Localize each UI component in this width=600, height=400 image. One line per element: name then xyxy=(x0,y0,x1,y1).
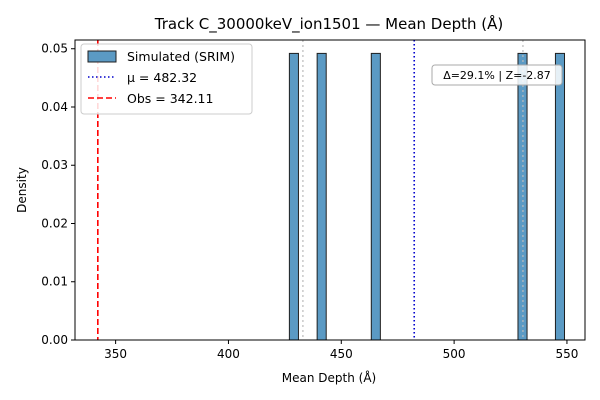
axes-frame xyxy=(74,39,586,341)
histogram-bar xyxy=(288,52,299,341)
y-tick-label: 0.02 xyxy=(41,216,68,230)
legend-label-mean: μ = 482.32 xyxy=(127,70,197,85)
histogram-bar xyxy=(370,52,381,341)
x-tick-label: 350 xyxy=(104,347,127,361)
legend-label-simulated: Simulated (SRIM) xyxy=(127,49,235,64)
legend: Simulated (SRIM) μ = 482.32 Obs = 342.11 xyxy=(80,43,253,115)
x-tick-label: 550 xyxy=(555,347,578,361)
x-axis-label: Mean Depth (Å) xyxy=(282,370,376,385)
y-tick-label: 0.00 xyxy=(41,333,68,347)
y-tick-label: 0.04 xyxy=(41,100,68,114)
x-tick-label: 400 xyxy=(217,347,240,361)
chart-title: Track C_30000keV_ion1501 — Mean Depth (Å… xyxy=(154,14,503,34)
y-axis-label: Density xyxy=(15,167,29,213)
legend-swatch-simulated xyxy=(87,50,117,63)
y-tick-label: 0.03 xyxy=(41,158,68,172)
legend-frame xyxy=(80,43,253,115)
x-tick-label: 500 xyxy=(443,347,466,361)
y-tick-label: 0.05 xyxy=(41,42,68,56)
histogram-bar xyxy=(316,52,327,341)
legend-label-obs: Obs = 342.11 xyxy=(127,91,213,106)
axes: 350 400 450 500 550 0.00 0.01 0.02 0.03 0.04 0.05 xyxy=(41,39,586,361)
annotation-text: Δ=29.1% | Z=-2.87 xyxy=(443,69,551,82)
stats-annotation: Δ=29.1% | Z=-2.87 xyxy=(431,64,563,86)
histogram-bar xyxy=(554,52,566,341)
annotation-box xyxy=(431,64,563,86)
x-tick-label: 450 xyxy=(330,347,353,361)
y-tick-label: 0.01 xyxy=(41,275,68,289)
